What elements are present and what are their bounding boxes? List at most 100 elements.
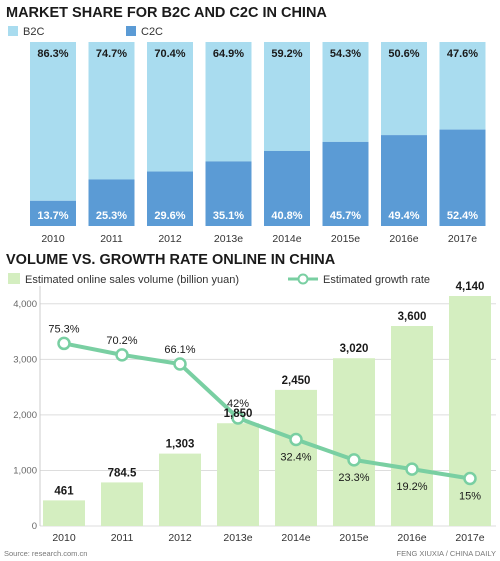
x-tick-label: 2011 xyxy=(111,532,134,544)
x-tick-label: 2010 xyxy=(52,532,76,544)
volume-growth-title: VOLUME VS. GROWTH RATE ONLINE IN CHINA xyxy=(6,252,336,268)
b2c-bar xyxy=(30,42,76,201)
x-tick-label: 2010 xyxy=(41,233,65,245)
volume-gridlines xyxy=(39,286,496,527)
c2c-legend-swatch xyxy=(126,26,136,36)
b2c-value-label: 74.7% xyxy=(96,48,127,60)
c2c-value-label: 13.7% xyxy=(37,210,68,222)
volume-value-label: 4,140 xyxy=(456,281,485,293)
x-tick-label: 2014e xyxy=(272,233,301,245)
volume-bar xyxy=(449,296,491,526)
y-tick-label: 0 xyxy=(32,521,37,532)
c2c-value-label: 52.4% xyxy=(447,210,478,222)
volume-bar xyxy=(217,423,259,526)
b2c-value-label: 86.3% xyxy=(37,48,68,60)
b2c-value-label: 47.6% xyxy=(447,48,478,60)
x-tick-label: 2013e xyxy=(223,532,252,544)
y-tick-label: 2,000 xyxy=(13,410,37,421)
volume-growth-legend: Estimated online sales volume (billion y… xyxy=(8,273,430,286)
volume-value-label: 461 xyxy=(54,485,74,497)
volume-bar xyxy=(391,326,433,526)
b2c-bar xyxy=(147,42,193,172)
growth-rate-point xyxy=(463,471,477,486)
market-share-legend: B2C C2C xyxy=(8,26,163,38)
x-tick-label: 2012 xyxy=(168,532,192,544)
c2c-value-label: 35.1% xyxy=(213,210,244,222)
c2c-bar xyxy=(322,141,369,226)
x-tick-label: 2017e xyxy=(448,233,477,245)
growth-rate-label: 15% xyxy=(459,491,481,503)
c2c-value-label: 49.4% xyxy=(388,210,419,222)
b2c-legend-swatch xyxy=(8,26,18,36)
volume-bar xyxy=(43,500,85,526)
b2c-value-label: 70.4% xyxy=(154,48,185,60)
growth-rate-label: 70.2% xyxy=(106,335,137,347)
credit-note: FENG XIUXIA / CHINA DAILY xyxy=(397,549,496,558)
volume-bar xyxy=(159,453,201,526)
c2c-bar xyxy=(264,150,310,226)
c2c-bar xyxy=(381,135,427,226)
c2c-bar xyxy=(30,200,76,226)
b2c-value-label: 54.3% xyxy=(330,48,361,60)
volume-value-label: 1,850 xyxy=(224,408,253,420)
growth-rate-line xyxy=(63,341,471,481)
b2c-value-label: 50.6% xyxy=(388,48,419,60)
x-tick-label: 2013e xyxy=(214,233,243,245)
b2c-legend-label: B2C xyxy=(23,26,44,38)
c2c-bar xyxy=(439,129,486,226)
b2c-value-label: 64.9% xyxy=(213,48,244,60)
growth-rate-point xyxy=(289,432,303,447)
volume-legend-label: Estimated online sales volume (billion y… xyxy=(25,274,239,286)
x-tick-label: 2016e xyxy=(397,532,426,544)
growth-rate-point xyxy=(347,453,361,467)
x-tick-label: 2015e xyxy=(331,233,360,245)
growth-rate-point xyxy=(57,336,71,351)
volume-bars xyxy=(43,296,491,526)
x-tick-label: 2016e xyxy=(389,233,418,245)
market-share-x-axis: 2010 2011 2012 2013e 2014e 2015e 2016e 2017e xyxy=(41,233,477,245)
y-tick-label: 1,000 xyxy=(13,465,37,476)
growth-legend-label: Estimated growth rate xyxy=(323,274,430,286)
b2c-bar xyxy=(205,42,252,162)
growth-rate-point xyxy=(231,411,245,425)
volume-value-label: 3,020 xyxy=(340,343,369,355)
volume-value-label: 784.5 xyxy=(108,467,137,479)
volume-value-label: 2,450 xyxy=(282,375,311,387)
volume-x-axis: 2010 2011 2012 2013e 2014e 2015e 2016e 2017e xyxy=(52,532,484,544)
volume-value-label: 1,303 xyxy=(166,439,195,451)
market-share-title: MARKET SHARE FOR B2C AND C2C IN CHINA xyxy=(6,5,327,21)
c2c-bar xyxy=(147,171,193,226)
volume-bar xyxy=(333,358,375,526)
c2c-bar xyxy=(88,179,135,226)
x-tick-label: 2014e xyxy=(281,532,310,544)
c2c-value-label: 25.3% xyxy=(96,210,127,222)
source-note: Source: research.com.cn xyxy=(4,549,87,558)
volume-bar xyxy=(275,389,317,526)
c2c-value-label: 29.6% xyxy=(154,210,185,222)
y-tick-label: 4,000 xyxy=(13,299,37,310)
growth-rate-point xyxy=(405,462,419,476)
x-tick-label: 2015e xyxy=(339,532,368,544)
c2c-value-label: 45.7% xyxy=(330,210,361,222)
x-tick-label: 2017e xyxy=(455,532,484,544)
volume-y-axis: 0 1,000 2,000 3,000 4,000 xyxy=(13,299,37,532)
market-share-labels: 86.3% 13.7% 74.7% 25.3% 70.4% 29.6% 64.9% 35.1%… xyxy=(37,48,478,222)
growth-legend-marker xyxy=(297,273,309,285)
c2c-value-label: 40.8% xyxy=(271,210,302,222)
growth-rate-label: 32.4% xyxy=(280,452,311,464)
growth-rate-label: 19.2% xyxy=(396,481,427,493)
growth-rate-label: 75.3% xyxy=(48,323,79,335)
b2c-bar xyxy=(322,42,369,142)
x-tick-label: 2011 xyxy=(100,233,123,245)
growth-rate-point xyxy=(115,348,129,362)
b2c-bar xyxy=(264,42,310,151)
volume-value-label: 3,600 xyxy=(398,311,427,323)
c2c-legend-label: C2C xyxy=(141,26,163,38)
growth-rate-label: 66.1% xyxy=(164,344,195,356)
growth-line xyxy=(57,336,477,486)
volume-bar xyxy=(101,482,143,526)
b2c-value-label: 59.2% xyxy=(271,48,302,60)
volume-labels: 461 784.5 1,303 1,850 2,450 3,020 3,600 4,140 75… xyxy=(48,281,484,503)
